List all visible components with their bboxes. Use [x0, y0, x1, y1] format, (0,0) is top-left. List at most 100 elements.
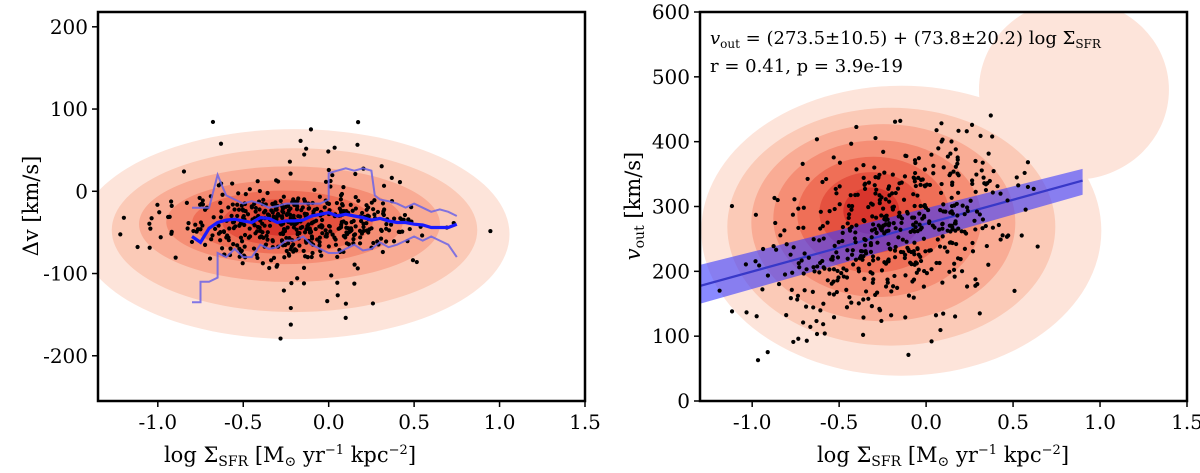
scatter-point	[189, 239, 195, 245]
scatter-point	[979, 168, 984, 173]
scatter-point	[902, 174, 908, 179]
scatter-point	[210, 233, 215, 238]
scatter-point	[854, 167, 859, 172]
scatter-point	[772, 195, 777, 201]
scatter-point	[420, 233, 425, 238]
scatter-point	[236, 191, 241, 196]
scatter-point	[286, 203, 291, 208]
scatter-point	[995, 184, 1000, 189]
scatter-point	[827, 209, 832, 214]
scatter-point	[799, 258, 804, 263]
scatter-point	[237, 223, 242, 228]
ytick-label: 0	[75, 179, 88, 203]
scatter-point	[861, 315, 866, 320]
scatter-point	[902, 255, 907, 261]
scatter-point	[870, 280, 875, 285]
scatter-point	[278, 231, 283, 236]
scatter-point	[977, 212, 982, 217]
scatter-point	[209, 237, 214, 242]
scatter-point	[941, 202, 946, 207]
scatter-point	[301, 281, 307, 286]
scatter-point	[281, 227, 287, 232]
scatter-point	[896, 214, 901, 219]
scatter-point	[295, 276, 300, 281]
ytick-label: -100	[43, 262, 88, 286]
scatter-point	[870, 222, 876, 227]
scatter-point	[916, 267, 921, 272]
scatter-point	[801, 271, 806, 276]
scatter-point	[255, 229, 260, 234]
scatter-point	[294, 207, 300, 212]
scatter-point	[200, 223, 205, 228]
scatter-point	[847, 295, 852, 300]
scatter-point	[272, 201, 277, 206]
scatter-point	[938, 190, 944, 195]
scatter-point	[953, 147, 958, 152]
scatter-point	[275, 179, 281, 184]
scatter-point	[784, 242, 789, 247]
scatter-point	[284, 212, 289, 217]
scatter-point	[410, 258, 416, 263]
scatter-point	[284, 235, 289, 241]
scatter-point	[844, 305, 850, 310]
scatter-point	[279, 214, 285, 219]
scatter-point	[841, 274, 846, 279]
scatter-point	[338, 225, 344, 230]
xtick-label: 1.0	[1084, 410, 1116, 434]
ytick-label: 200	[652, 259, 690, 283]
scatter-point	[812, 269, 817, 274]
scatter-point	[253, 209, 258, 214]
scatter-point	[302, 230, 308, 235]
scatter-point	[167, 214, 172, 219]
scatter-point	[887, 193, 892, 198]
scatter-point	[903, 273, 908, 278]
scatter-point	[253, 205, 258, 211]
scatter-point	[948, 210, 953, 215]
scatter-point	[287, 236, 292, 241]
scatter-point	[920, 216, 925, 221]
scatter-point	[969, 122, 975, 128]
scatter-point	[1004, 234, 1010, 239]
scatter-point	[821, 236, 826, 241]
xtick-label: -0.5	[224, 410, 263, 434]
scatter-point	[845, 221, 850, 226]
scatter-point	[822, 331, 827, 336]
scatter-point	[335, 280, 340, 285]
scatter-point	[883, 261, 889, 266]
scatter-point	[239, 203, 244, 208]
scatter-point	[866, 204, 871, 210]
scatter-point	[903, 252, 908, 257]
scatter-point	[260, 261, 265, 266]
scatter-point	[869, 228, 875, 233]
scatter-point	[407, 226, 412, 232]
scatter-point	[729, 203, 735, 209]
scatter-point	[923, 249, 928, 254]
scatter-point	[892, 255, 898, 260]
scatter-point	[814, 331, 820, 337]
scatter-point	[886, 228, 891, 233]
scatter-point	[897, 210, 902, 215]
scatter-point	[333, 242, 339, 247]
scatter-point	[854, 223, 859, 228]
ytick-label: 200	[50, 15, 88, 39]
scatter-point	[986, 151, 991, 156]
scatter-point	[834, 191, 839, 196]
scatter-point	[883, 284, 889, 289]
scatter-point	[791, 245, 796, 250]
scatter-point	[973, 227, 978, 232]
scatter-point	[921, 268, 927, 274]
scatter-point	[918, 258, 924, 264]
scatter-point	[873, 135, 878, 141]
scatter-point	[252, 223, 257, 228]
scatter-point	[868, 249, 874, 254]
scatter-point	[221, 229, 226, 234]
scatter-point	[804, 338, 809, 343]
scatter-point	[220, 192, 225, 197]
scatter-point	[284, 248, 289, 254]
scatter-point	[185, 226, 190, 231]
scatter-point	[810, 289, 815, 294]
scatter-point	[906, 352, 911, 358]
scatter-point	[973, 158, 978, 164]
scatter-point	[369, 226, 374, 231]
scatter-point	[896, 235, 901, 240]
